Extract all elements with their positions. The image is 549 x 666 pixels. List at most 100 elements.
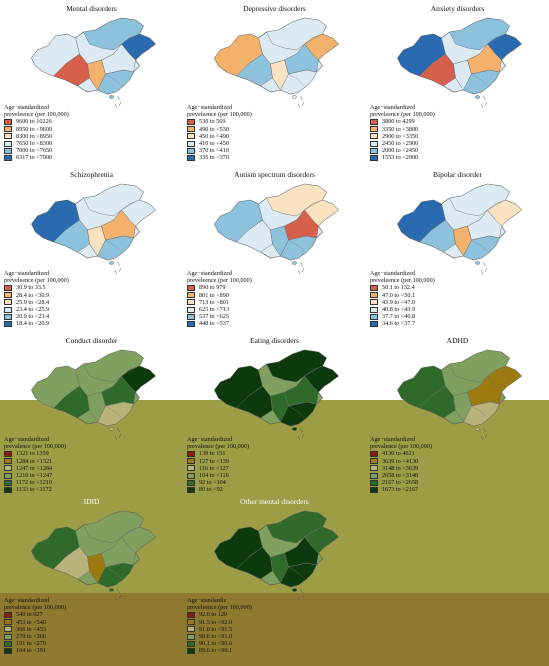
- map-legend: Age−standardized preveleence (per 100,000…: [4, 270, 69, 328]
- province-border: [304, 536, 319, 554]
- legend-label: 713 to <801: [199, 298, 229, 306]
- province-border: [270, 556, 281, 584]
- legend-label: 3148 to <3639: [382, 464, 419, 472]
- province-border: [471, 235, 500, 241]
- legend-item: 37.7 to <40.8: [370, 313, 435, 320]
- legend-swatch: [187, 465, 195, 472]
- legend-swatch: [370, 451, 378, 457]
- map-title: Schizophrenia: [70, 170, 113, 179]
- legend-item: 30.9 to 33.5: [4, 284, 69, 291]
- province-border: [471, 69, 500, 75]
- china-choropleth-map: [214, 17, 339, 109]
- hainan-island: [292, 588, 297, 592]
- legend-title: prevalence (per 100,000): [4, 443, 67, 451]
- south-sea-islands: [115, 95, 121, 109]
- legend-item: 366 to <453: [4, 626, 66, 633]
- legend-label: 2900 to <3350: [382, 132, 419, 140]
- map-panel: Autism spectrum disorders Age−standardize…: [183, 166, 366, 332]
- legend-label: 20.9 to <23.4: [16, 313, 50, 321]
- legend-swatch: [4, 633, 12, 640]
- map-panel: Bipolar disorder Age−standardized prevelee…: [366, 166, 549, 332]
- legend-label: 2658 to <3148: [382, 472, 419, 480]
- province-border: [236, 385, 263, 409]
- province-border: [115, 79, 122, 87]
- south-sea-islands: [115, 427, 121, 441]
- legend-label: 30.9 to 33.5: [16, 284, 46, 292]
- legend-item: 1210 to <1247: [4, 472, 66, 479]
- legend-swatch: [370, 465, 378, 472]
- province-border: [481, 79, 488, 87]
- legend-title: preveleence (per 100,000): [370, 111, 435, 119]
- province-border: [298, 572, 305, 580]
- china-choropleth-map: [214, 183, 339, 275]
- legend-swatch: [370, 292, 378, 299]
- legend-swatch: [4, 458, 12, 465]
- legend-swatch: [370, 321, 378, 328]
- map-legend: Age−standardized preveleence (per 100,000…: [370, 270, 435, 328]
- province-border: [236, 546, 263, 570]
- legend-item: 537 to <625: [187, 313, 252, 320]
- south-sea-islands: [298, 261, 304, 275]
- province-border: [87, 395, 98, 423]
- south-sea-islands: [481, 427, 487, 441]
- legend-swatch: [4, 612, 12, 618]
- south-sea-islands: [298, 95, 304, 109]
- hainan-island: [109, 261, 114, 265]
- province-border: [87, 556, 98, 584]
- province-border: [288, 562, 317, 568]
- legend-label: 47.0 to <50.1: [382, 291, 416, 299]
- china-choropleth-map: [31, 183, 156, 275]
- legend-item: 801 to <890: [187, 292, 252, 299]
- legend-item: 25.9 to <28.4: [4, 299, 69, 306]
- legend-label: 25.9 to <28.4: [16, 298, 50, 306]
- china-choropleth-map: [31, 17, 156, 109]
- legend-item: 3350 to <3800: [370, 126, 435, 133]
- legend-label: 890 to 979: [199, 284, 226, 292]
- legend-swatch: [187, 299, 195, 306]
- legend-item: 43.9 to <47.0: [370, 299, 435, 306]
- legend-label: 37.7 to <40.8: [382, 313, 416, 321]
- legend-label: 366 to <453: [16, 625, 46, 633]
- legend-title: preveleence (per 100,000): [187, 604, 252, 612]
- map-title: Other mental disorders: [240, 497, 309, 506]
- legend-swatch: [4, 465, 12, 472]
- legend-label: 139 to 151: [199, 450, 226, 458]
- legend-label: 1284 to <1321: [16, 457, 53, 465]
- legend-title: preveleence (per 100,000): [187, 277, 252, 285]
- map-panel: ADHD Age−standardized prevalence (per 100,…: [366, 332, 549, 498]
- map-legend: Age−standardized preveleence (per 100,000…: [370, 104, 435, 162]
- legend-item: 3800 to 4299: [370, 118, 435, 125]
- legend-swatch: [4, 126, 12, 133]
- china-choropleth-map: [397, 183, 522, 275]
- province-border: [288, 401, 317, 407]
- map-panel: Anxiety disorders Age−standardized prevele…: [366, 0, 549, 166]
- legend-swatch: [370, 458, 378, 465]
- legend-title: Age−standardized: [4, 436, 50, 443]
- legend-label: 537 to <625: [199, 313, 229, 321]
- legend-item: 450 to <490: [187, 133, 252, 140]
- legend-swatch: [4, 472, 12, 479]
- legend-item: 34.6 to <37.7: [370, 320, 435, 327]
- legend-swatch: [187, 313, 195, 320]
- legend-swatch: [187, 633, 195, 640]
- map-title: Conduct disorder: [65, 336, 118, 345]
- map-title: IDID: [83, 497, 100, 506]
- legend-item: 2900 to <3350: [370, 133, 435, 140]
- province-border: [115, 411, 122, 419]
- province-border: [419, 53, 446, 77]
- province-border: [121, 375, 136, 393]
- legend-label: 89.6 to <90.1: [199, 647, 233, 655]
- province-border: [121, 43, 136, 61]
- legend-label: 335 to <370: [199, 154, 229, 162]
- legend-swatch: [4, 292, 12, 299]
- map-legend: Age−standardized preveleence (per 100,000…: [187, 270, 252, 328]
- legend-item: 9600 to 10226: [4, 118, 69, 125]
- legend-item: 92.0 to 120: [187, 611, 252, 618]
- china-choropleth-map: [214, 349, 339, 441]
- legend-title: preveleence (per 100,000): [370, 277, 435, 285]
- hainan-island: [475, 95, 480, 99]
- legend-item: 3148 to <3639: [370, 465, 432, 472]
- legend-swatch: [4, 119, 12, 125]
- legend-item: 7650 to <8300: [4, 140, 69, 147]
- legend-title: Age−standardized: [187, 270, 233, 277]
